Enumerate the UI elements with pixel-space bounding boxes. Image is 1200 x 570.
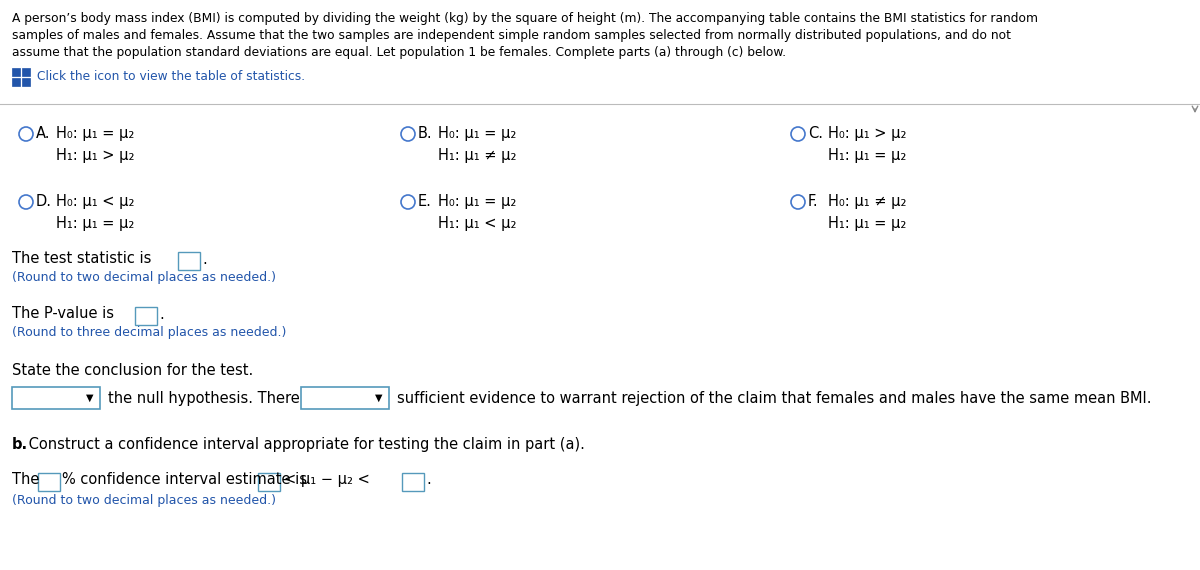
Text: b.: b. [12,437,28,452]
Text: D.: D. [36,194,52,209]
Text: A.: A. [36,126,50,141]
Circle shape [791,195,805,209]
Text: The test statistic is: The test statistic is [12,251,151,266]
Text: ▼: ▼ [86,393,94,403]
FancyBboxPatch shape [178,252,200,270]
Circle shape [19,127,34,141]
FancyBboxPatch shape [12,68,20,76]
Text: The: The [12,472,40,487]
Text: sufficient evidence to warrant rejection of the claim that females and males hav: sufficient evidence to warrant rejection… [397,390,1152,405]
FancyBboxPatch shape [12,78,20,86]
Text: H₁: μ₁ = μ₂: H₁: μ₁ = μ₂ [828,216,906,231]
Circle shape [19,195,34,209]
FancyBboxPatch shape [258,473,280,491]
Text: % confidence interval estimate is: % confidence interval estimate is [62,472,307,487]
Text: (Round to two decimal places as needed.): (Round to two decimal places as needed.) [12,271,276,284]
Text: H₀: μ₁ < μ₂: H₀: μ₁ < μ₂ [56,194,134,209]
Text: E.: E. [418,194,432,209]
Text: H₀: μ₁ = μ₂: H₀: μ₁ = μ₂ [438,126,516,141]
Text: F.: F. [808,194,818,209]
Text: the null hypothesis. There: the null hypothesis. There [108,390,300,405]
Text: H₀: μ₁ > μ₂: H₀: μ₁ > μ₂ [828,126,906,141]
Text: .: . [426,472,431,487]
Text: H₀: μ₁ = μ₂: H₀: μ₁ = μ₂ [56,126,134,141]
Text: H₀: μ₁ = μ₂: H₀: μ₁ = μ₂ [438,194,516,209]
Text: A person’s body mass index (BMI) is computed by dividing the weight (kg) by the : A person’s body mass index (BMI) is comp… [12,12,1038,25]
Text: Click the icon to view the table of statistics.: Click the icon to view the table of stat… [37,70,305,83]
Text: samples of males and females. Assume that the two samples are independent simple: samples of males and females. Assume tha… [12,29,1010,42]
FancyBboxPatch shape [301,387,389,409]
Text: .: . [158,307,163,322]
FancyBboxPatch shape [22,78,30,86]
Text: The P-value is: The P-value is [12,306,114,321]
Circle shape [401,127,415,141]
Text: < μ₁ − μ₂ <: < μ₁ − μ₂ < [284,472,370,487]
Text: .: . [202,252,206,267]
Text: H₁: μ₁ = μ₂: H₁: μ₁ = μ₂ [56,216,134,231]
Text: assume that the population standard deviations are equal. Let population 1 be fe: assume that the population standard devi… [12,46,786,59]
Text: Construct a confidence interval appropriate for testing the claim in part (a).: Construct a confidence interval appropri… [24,437,584,452]
Text: H₁: μ₁ > μ₂: H₁: μ₁ > μ₂ [56,148,134,163]
Circle shape [401,195,415,209]
FancyBboxPatch shape [38,473,60,491]
Text: (Round to three decimal places as needed.): (Round to three decimal places as needed… [12,326,287,339]
FancyBboxPatch shape [402,473,424,491]
Text: C.: C. [808,126,823,141]
Text: H₁: μ₁ < μ₂: H₁: μ₁ < μ₂ [438,216,516,231]
Text: ▼: ▼ [374,393,383,403]
FancyBboxPatch shape [134,307,157,325]
Text: H₁: μ₁ = μ₂: H₁: μ₁ = μ₂ [828,148,906,163]
FancyBboxPatch shape [22,68,30,76]
Circle shape [791,127,805,141]
Text: (Round to two decimal places as needed.): (Round to two decimal places as needed.) [12,494,276,507]
Text: B.: B. [418,126,433,141]
FancyBboxPatch shape [12,387,100,409]
Text: State the conclusion for the test.: State the conclusion for the test. [12,363,253,378]
Text: H₀: μ₁ ≠ μ₂: H₀: μ₁ ≠ μ₂ [828,194,906,209]
Text: H₁: μ₁ ≠ μ₂: H₁: μ₁ ≠ μ₂ [438,148,516,163]
